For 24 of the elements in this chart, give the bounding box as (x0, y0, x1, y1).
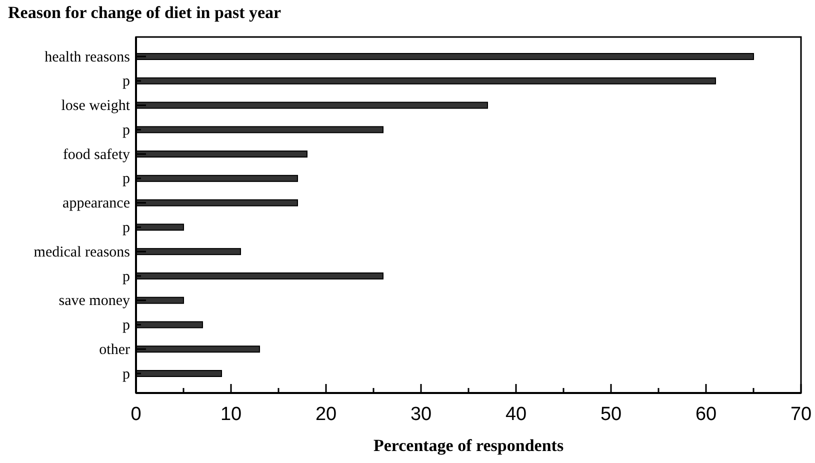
y-tick-label: save money (58, 293, 130, 310)
x-tick-label: 50 (600, 404, 622, 425)
x-tick-label: 30 (410, 404, 432, 425)
x-tick-label: 70 (790, 404, 812, 425)
x-tick-label: 60 (695, 404, 717, 425)
y-tick-label: p (122, 318, 130, 334)
x-tick-label: 10 (220, 404, 242, 425)
y-tick-label: health reasons (44, 49, 130, 66)
y-tick-label: other (99, 342, 130, 358)
y-tick-label: lose weight (61, 98, 131, 114)
x-tick-label: 0 (130, 404, 142, 425)
y-tick-label: p (122, 171, 130, 188)
x-axis-title: Percentage of respondents (373, 436, 564, 455)
y-tick-label: appearance (62, 196, 130, 212)
y-tick-label: p (122, 366, 130, 382)
y-tick-label: p (122, 122, 130, 138)
y-tick-label: p (122, 220, 130, 236)
y-tick-label: p (122, 74, 130, 90)
y-tick-label: p (122, 268, 130, 285)
y-tick-label: medical reasons (34, 244, 130, 260)
x-tick-label: 40 (505, 404, 527, 425)
chart-title: Reason for change of diet in past year (8, 3, 282, 22)
y-tick-label: food safety (62, 146, 130, 163)
x-tick-label: 20 (315, 404, 337, 425)
